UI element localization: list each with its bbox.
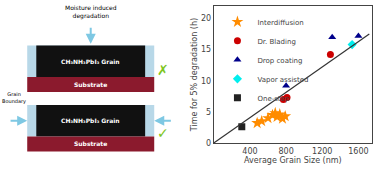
svg-text:20: 20	[201, 14, 211, 23]
svg-text:1600: 1600	[348, 147, 368, 156]
svg-text:15: 15	[201, 45, 211, 54]
svg-text:Substrate: Substrate	[74, 140, 107, 147]
svg-text:Vapor assisted: Vapor assisted	[257, 76, 308, 84]
svg-text:Dr. Blading: Dr. Blading	[257, 38, 295, 46]
svg-text:CH₃NH₃PbI₃ Grain: CH₃NH₃PbI₃ Grain	[61, 58, 120, 65]
svg-text:0: 0	[206, 139, 211, 148]
svg-text:Time for 5% degradation (h): Time for 5% degradation (h)	[190, 18, 199, 132]
svg-text:✓: ✓	[157, 125, 169, 141]
svg-text:5: 5	[206, 108, 211, 117]
svg-text:800: 800	[278, 147, 293, 156]
svg-text:Moisture induceddegradation: Moisture induceddegradation	[65, 4, 117, 20]
svg-text:Average Grain Size (nm): Average Grain Size (nm)	[244, 156, 342, 165]
svg-text:Substrate: Substrate	[74, 81, 107, 88]
svg-text:1200: 1200	[312, 147, 332, 156]
svg-text:400: 400	[242, 147, 257, 156]
svg-text:Drop coating: Drop coating	[257, 57, 302, 65]
svg-text:CH₃NH₃PbI₃ Grain: CH₃NH₃PbI₃ Grain	[61, 117, 120, 124]
svg-text:10: 10	[201, 77, 211, 86]
svg-text:Interdiffusion: Interdiffusion	[257, 19, 303, 27]
svg-text:GrainBoundary: GrainBoundary	[2, 91, 26, 105]
svg-text:✗: ✗	[157, 62, 169, 78]
svg-text:One-step: One-step	[257, 95, 289, 103]
